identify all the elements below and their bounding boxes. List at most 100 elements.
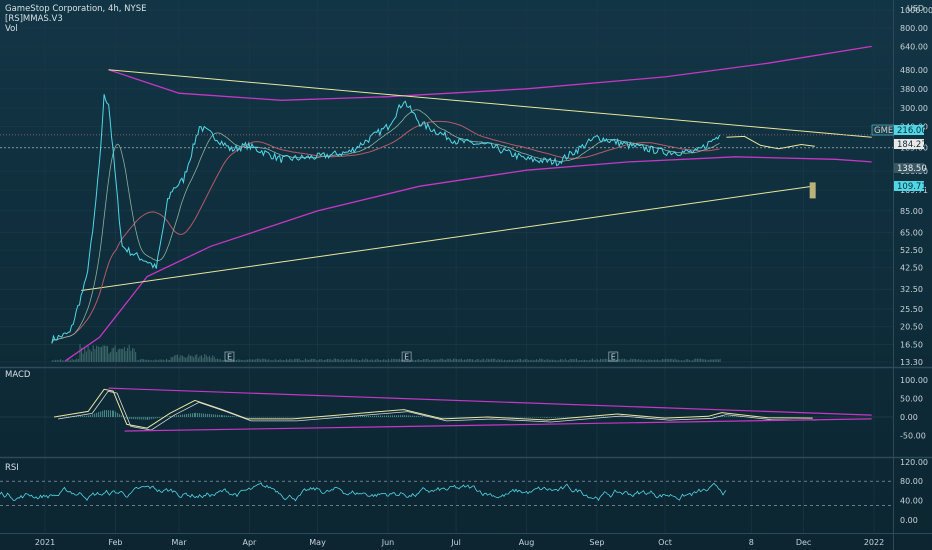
macd-pane[interactable]	[0, 387, 893, 432]
volume-bar	[333, 358, 335, 362]
volume-bar	[672, 359, 674, 362]
macd-histogram-bar	[90, 414, 92, 417]
volume-bar	[85, 351, 87, 362]
volume-bar	[284, 360, 286, 362]
volume-bar	[342, 360, 344, 362]
macd-histogram-bar	[339, 416, 341, 417]
volume-bar	[479, 360, 481, 362]
volume-bar	[344, 359, 346, 362]
projected-price-path	[726, 135, 815, 150]
time-tick-label: 2022	[864, 538, 884, 547]
macd-histogram-bar	[115, 411, 117, 417]
price-tick-label: 65.00	[900, 229, 923, 238]
volume-bar	[430, 359, 432, 362]
macd-histogram-bar	[169, 416, 171, 417]
volume-bar	[166, 358, 168, 362]
time-tick-label: Oct	[658, 538, 672, 547]
volume-bar	[416, 359, 418, 362]
volume-bar	[539, 358, 541, 362]
macd-histogram-bar	[187, 413, 189, 417]
volume-bar	[386, 360, 388, 362]
magenta-lower-arc	[65, 156, 872, 362]
macd-line	[54, 388, 813, 429]
volume-bar	[212, 355, 214, 362]
volume-bar	[231, 358, 233, 362]
gme-ticker-badge: GME	[874, 126, 893, 136]
volume-bar	[208, 355, 210, 362]
volume-bar	[169, 359, 171, 362]
volume-bar	[604, 358, 606, 362]
volume-bar	[419, 360, 421, 362]
macd-histogram-bar	[142, 417, 144, 420]
volume-bar	[243, 360, 245, 362]
macd-histogram-bar	[556, 417, 558, 418]
volume-bar	[500, 359, 502, 362]
macd-histogram-bar	[409, 415, 411, 417]
volume-bar	[384, 359, 386, 362]
volume-bar	[114, 345, 116, 362]
volume-bar	[706, 360, 708, 362]
macd-histogram-bar	[113, 410, 115, 417]
volume-bar	[325, 359, 327, 362]
volume-bar	[96, 345, 98, 362]
macd-histogram-bar	[621, 416, 623, 417]
macd-histogram-bar	[531, 417, 533, 418]
volume-bar	[323, 359, 325, 362]
macd-histogram-bar	[548, 417, 550, 418]
volume-bar	[308, 359, 310, 362]
volume-bar	[631, 359, 633, 362]
volume-bar	[128, 344, 130, 362]
volume-bar	[468, 359, 470, 362]
volume-bar	[177, 354, 179, 362]
macd-histogram-bar	[157, 417, 159, 419]
volume-bar	[108, 353, 110, 362]
volume-bar	[133, 348, 135, 362]
volume-bar	[102, 345, 104, 362]
volume-bar	[82, 353, 84, 362]
volume-bar	[435, 359, 437, 362]
volume-bar	[207, 357, 209, 362]
macd-histogram-bar	[98, 412, 100, 417]
volume-bar	[274, 358, 276, 362]
volume-bar	[253, 359, 255, 362]
rsi-tick-label: 120.00	[900, 458, 928, 467]
volume-bar	[495, 360, 497, 362]
volume-bar	[338, 359, 340, 362]
volume-bar	[717, 359, 719, 362]
macd-signal-line	[58, 390, 817, 431]
volume-bar	[394, 358, 396, 362]
volume-bar	[183, 356, 185, 362]
volume-bar	[216, 358, 218, 362]
volume-bar	[53, 360, 55, 362]
volume-bar	[709, 359, 711, 362]
volume-bar	[515, 359, 517, 362]
macd-histogram-bar	[723, 415, 725, 417]
macd-histogram-bar	[175, 415, 177, 417]
volume-bar	[663, 359, 665, 362]
volume-bar	[687, 359, 689, 362]
rsi-pane[interactable]	[0, 480, 893, 506]
volume-bar	[144, 359, 146, 362]
volume-bar	[130, 350, 132, 362]
macd-histogram-bar	[529, 417, 531, 418]
volume-bar	[256, 358, 258, 362]
macd-histogram-bar	[359, 416, 361, 417]
volume-bar	[476, 358, 478, 362]
macd-histogram-bar	[405, 415, 407, 417]
volume-bar	[300, 360, 302, 362]
volume-bar	[588, 360, 590, 362]
volume-bar	[175, 354, 177, 362]
macd-histogram-bar	[218, 414, 220, 417]
macd-histogram-bar	[550, 417, 552, 418]
volume-bar	[221, 360, 223, 362]
macd-histogram-bar	[191, 413, 193, 417]
volume-bar	[642, 360, 644, 362]
volume-bar	[433, 359, 435, 362]
volume-bar	[186, 356, 188, 362]
macd-tick-label: -50.00	[900, 432, 926, 441]
volume-bar	[250, 359, 252, 362]
macd-histogram-bar	[232, 416, 234, 417]
